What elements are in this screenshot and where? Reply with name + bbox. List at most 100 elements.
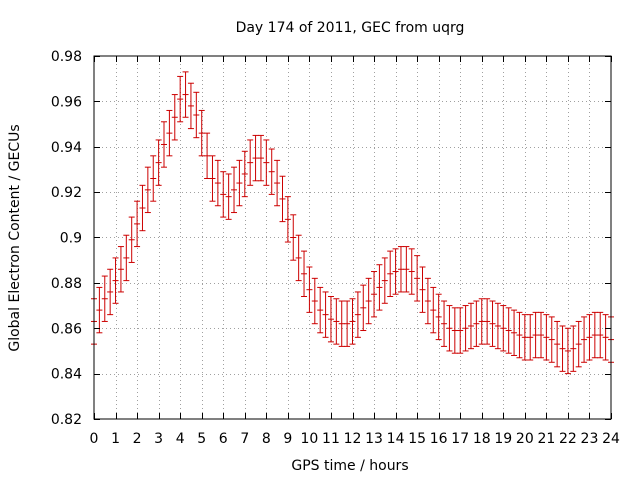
data-point [408,248,415,295]
data-point [414,255,421,302]
data-point [257,134,264,182]
data-point [462,305,469,352]
data-point [473,300,480,347]
data-point [344,300,351,347]
data-point [96,286,103,334]
data-point [554,320,561,368]
y-tick-label: 0.96 [51,94,82,110]
x-tick-label: 19 [494,431,512,447]
data-point [290,214,297,261]
data-point [252,134,259,182]
data-point [198,109,205,157]
data-point [435,293,442,341]
data-point [527,314,534,361]
x-tick-label: 6 [219,431,228,447]
data-point [268,148,275,195]
data-point [279,175,286,223]
data-point [182,71,189,118]
x-tick-label: 8 [262,431,271,447]
x-tick-label: 13 [365,431,383,447]
x-tick-label: 24 [602,431,620,447]
data-point [392,248,399,295]
data-point [231,166,238,214]
data-point [241,150,248,198]
data-point [591,311,598,359]
data-point [327,295,334,343]
data-point [494,302,501,350]
data-point [306,266,313,313]
data-point [602,314,609,361]
x-tick-label: 12 [344,431,362,447]
data-point [123,234,130,282]
x-tick-label: 7 [240,431,249,447]
data-point [403,246,410,293]
data-point [516,311,523,359]
y-tick-label: 0.94 [51,140,82,156]
data-point [166,109,173,157]
data-point [543,314,550,361]
data-point [107,268,114,316]
data-point [214,159,221,207]
data-point [177,75,184,123]
data-point [446,305,453,352]
x-tick-label: 23 [581,431,599,447]
data-point [139,184,146,232]
data-point [478,298,485,345]
error-bars [91,71,614,375]
data-point [419,266,426,313]
chart-title: Day 174 of 2011, GEC from uqrg [236,20,465,36]
data-point [338,300,345,347]
data-point [570,325,577,372]
data-point [559,325,566,372]
data-point [586,314,593,361]
data-point [112,257,119,304]
x-tick-label: 14 [387,431,405,447]
data-point [128,216,135,263]
x-tick-labels: 0 1 2 3 4 5 6 7 8 9 10 11 12 13 14 15 16 17 18 19 20 21 22 23 24 [90,431,620,447]
data-point [521,314,528,361]
x-tick-label: 0 [90,431,99,447]
x-tick-label: 21 [537,431,555,447]
data-point [333,298,340,345]
data-point [155,139,162,186]
data-point [117,246,124,293]
data-point [322,291,329,338]
y-axis-label: Global Electron Content / GECUs [7,124,23,351]
data-point [274,159,281,207]
data-point [247,139,254,186]
data-point [220,171,227,218]
data-point [360,284,367,332]
axis-ticks [94,56,612,420]
data-point [284,196,291,243]
data-point [101,275,108,322]
x-tick-label: 2 [133,431,142,447]
data-point [371,271,378,318]
data-point [236,159,243,207]
data-point [430,286,437,334]
data-point [548,316,555,363]
y-tick-label: 0.88 [51,276,82,292]
x-tick-label: 3 [154,431,163,447]
data-point [564,327,571,375]
x-tick-label: 16 [430,431,448,447]
data-point [354,291,361,338]
data-point [489,300,496,347]
data-point [537,311,544,359]
data-point [225,173,232,220]
data-point [150,155,157,202]
data-point [397,246,404,293]
data-point [484,298,491,345]
data-point [263,139,270,186]
x-tick-label: 17 [451,431,469,447]
data-point [581,316,588,363]
data-point [301,250,308,297]
data-point [597,311,604,359]
data-point [161,121,168,168]
data-point [441,300,448,347]
data-point [467,302,474,350]
y-tick-label: 0.9 [60,231,82,247]
y-tick-labels: 0.82 0.84 0.86 0.88 0.9 0.92 0.94 0.96 0.98 [51,49,82,428]
y-tick-label: 0.86 [51,321,82,337]
data-point [511,309,518,356]
